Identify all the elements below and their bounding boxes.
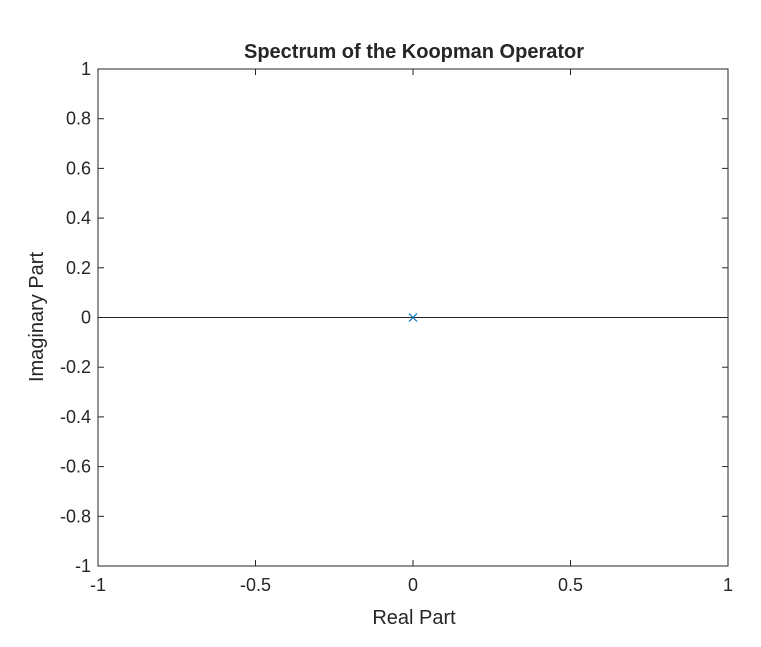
y-tick-label: -0.8 xyxy=(60,506,91,526)
tick-label-layer: -1 -0.5 0 0.5 1 -1 -0.8 -0.6 -0.4 -0.2 0 0.2 0.4 0.6 0… xyxy=(60,59,733,595)
y-axis-label: Imaginary Part xyxy=(26,252,48,382)
y-tick-label: 0.4 xyxy=(66,208,91,228)
x-tick-label: 0 xyxy=(408,575,418,595)
x-tick-label: -1 xyxy=(90,575,106,595)
y-tick-label: 0.8 xyxy=(66,109,91,129)
y-tick-label: 0 xyxy=(81,308,91,328)
y-tick-label: 0.2 xyxy=(66,258,91,278)
chart-title: Spectrum of the Koopman Operator xyxy=(244,41,584,63)
y-tick-label: -0.2 xyxy=(60,357,91,377)
y-tick-label: 1 xyxy=(81,59,91,79)
x-axis-label: Real Part xyxy=(372,607,456,629)
y-tick-label: -0.4 xyxy=(60,407,91,427)
eigenvalue-point xyxy=(408,313,418,322)
x-tick-label: 1 xyxy=(723,575,733,595)
x-tick-label: 0.5 xyxy=(558,575,583,595)
x-tick-label: -0.5 xyxy=(240,575,271,595)
y-tick-label: -1 xyxy=(75,556,91,576)
marker-layer xyxy=(408,313,418,322)
y-tick-label: -0.6 xyxy=(60,457,91,477)
plot-area-frame xyxy=(97,68,729,567)
y-tick-label: 0.6 xyxy=(66,158,91,178)
